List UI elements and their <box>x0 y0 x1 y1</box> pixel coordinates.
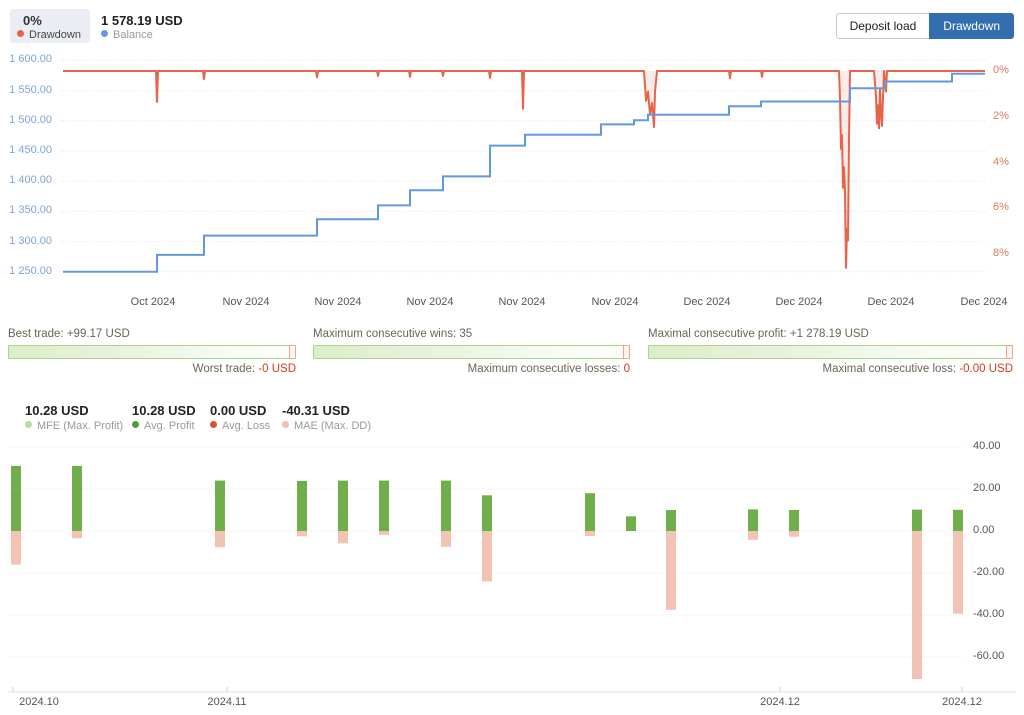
y-axis-tick: -40.00 <box>973 608 1005 620</box>
drawdown-dot-icon <box>17 30 24 37</box>
stat-consecutive-wins: Maximum consecutive wins: 35 Maximum con… <box>313 328 630 375</box>
deposit-load-button[interactable]: Deposit load <box>835 13 930 39</box>
drawdown-legend-box[interactable]: 0% Drawdown <box>10 9 90 43</box>
y-axis-tick: 40.00 <box>973 440 1001 452</box>
mfe-legend-item: 10.28 USD MFE (Max. Profit) <box>25 403 123 432</box>
avg-profit-value: 10.28 USD <box>132 403 196 418</box>
avg-profit-dot-icon <box>132 421 139 428</box>
x-axis-tick: Nov 2024 <box>222 296 270 308</box>
mfe-dot-icon <box>25 421 32 428</box>
x-axis-tick: Dec 2024 <box>867 296 915 308</box>
x-axis-tick: Nov 2024 <box>406 296 454 308</box>
x-axis-tick: Nov 2024 <box>591 296 639 308</box>
avg-profit-caption: Avg. Profit <box>132 420 196 432</box>
x-axis-label: 2024.11 <box>207 696 247 708</box>
mae-caption: MAE (Max. DD) <box>282 420 371 432</box>
x-axis-tick: Dec 2024 <box>683 296 731 308</box>
left-axis-tick: 1 250.00 <box>9 264 52 277</box>
y-axis-tick: 0.00 <box>973 524 995 536</box>
right-axis-tick: 6% <box>993 201 1009 214</box>
best-trade-label: Best trade: +99.17 USD <box>8 328 130 340</box>
mfe-caption: MFE (Max. Profit) <box>25 420 123 432</box>
mfe-value: 10.28 USD <box>25 403 89 418</box>
x-axis-tick: Dec 2024 <box>775 296 823 308</box>
left-axis-tick: 1 350.00 <box>9 204 52 217</box>
worst-trade-label: Worst trade: -0 USD <box>192 363 296 375</box>
stat-best-trade: Best trade: +99.17 USD Worst trade: -0 U… <box>8 328 296 375</box>
right-axis-tick: 0% <box>993 64 1009 76</box>
mfe-mae-chart: 40.00 20.00 0.00 -20.00 -40.00 -60.00 2024.10 2… <box>0 430 1024 715</box>
x-axis-tick: Nov 2024 <box>314 296 362 308</box>
max-consecutive-losses-label: Maximum consecutive losses: 0 <box>467 363 630 375</box>
avg-loss-value: 0.00 USD <box>210 403 267 418</box>
x-axis-tick: Dec 2024 <box>960 296 1008 308</box>
max-consecutive-profit-label: Maximal consecutive profit: +1 278.19 US… <box>648 328 869 340</box>
mae-legend-item: -40.31 USD MAE (Max. DD) <box>282 403 371 432</box>
drawdown-legend-row: Drawdown <box>17 29 90 41</box>
left-axis-tick: 1 550.00 <box>9 83 52 96</box>
balance-legend-label: Balance <box>113 29 153 41</box>
drawdown-percent-value: 0% <box>23 13 42 28</box>
avg-loss-legend-item: 0.00 USD Avg. Loss <box>210 403 270 432</box>
balance-dot-icon <box>101 30 108 37</box>
best-worst-trade-bar <box>8 345 296 359</box>
stat-consecutive-profit: Maximal consecutive profit: +1 278.19 US… <box>648 328 1013 375</box>
avg-loss-dot-icon <box>210 421 217 428</box>
x-axis-tick: Nov 2024 <box>498 296 546 308</box>
drawdown-button[interactable]: Drawdown <box>929 13 1014 39</box>
avg-loss-caption: Avg. Loss <box>210 420 270 432</box>
wins-losses-bar <box>313 345 630 359</box>
left-axis-tick: 1 450.00 <box>9 144 52 156</box>
y-axis-tick: -60.00 <box>973 650 1005 662</box>
profit-loss-bar <box>648 345 1013 359</box>
worst-trade-bar-segment <box>289 345 296 359</box>
left-axis-tick: 1 400.00 <box>9 174 52 187</box>
loss-bar-segment <box>1006 345 1013 359</box>
mae-dot-icon <box>282 421 289 428</box>
x-axis-label: 2024.12 <box>760 696 800 708</box>
x-axis-label: 2024.10 <box>19 696 59 708</box>
balance-legend-box[interactable]: 1 578.19 USD Balance <box>101 9 183 41</box>
max-consecutive-wins-label: Maximum consecutive wins: 35 <box>313 328 473 340</box>
y-axis-tick: 20.00 <box>973 482 1001 494</box>
balance-legend-row: Balance <box>101 29 183 41</box>
left-axis-tick: 1 600.00 <box>9 53 52 66</box>
drawdown-legend-label: Drawdown <box>29 29 81 41</box>
right-axis-tick: 2% <box>993 109 1009 122</box>
losses-bar-segment <box>623 345 630 359</box>
balance-drawdown-plot <box>60 59 985 273</box>
chart-mode-button-group: Deposit load Drawdown <box>835 13 1014 39</box>
x-axis-label: 2024.12 <box>942 696 982 708</box>
avg-profit-legend-item: 10.28 USD Avg. Profit <box>132 403 196 432</box>
balance-value: 1 578.19 USD <box>101 13 183 28</box>
x-axis-tick: Oct 2024 <box>130 296 176 308</box>
right-axis-tick: 8% <box>993 247 1009 260</box>
max-consecutive-loss-label: Maximal consecutive loss: -0.00 USD <box>822 363 1013 375</box>
balance-drawdown-chart: 1 600.00 1 550.00 1 500.00 1 450.00 1 400.00… <box>0 0 1024 320</box>
left-axis-tick: 1 500.00 <box>9 113 52 126</box>
mae-value: -40.31 USD <box>282 403 350 418</box>
y-axis-tick: -20.00 <box>973 566 1005 578</box>
right-axis-tick: 4% <box>993 155 1009 168</box>
mfe-mae-plot <box>8 446 1016 693</box>
left-axis-tick: 1 300.00 <box>9 234 52 247</box>
